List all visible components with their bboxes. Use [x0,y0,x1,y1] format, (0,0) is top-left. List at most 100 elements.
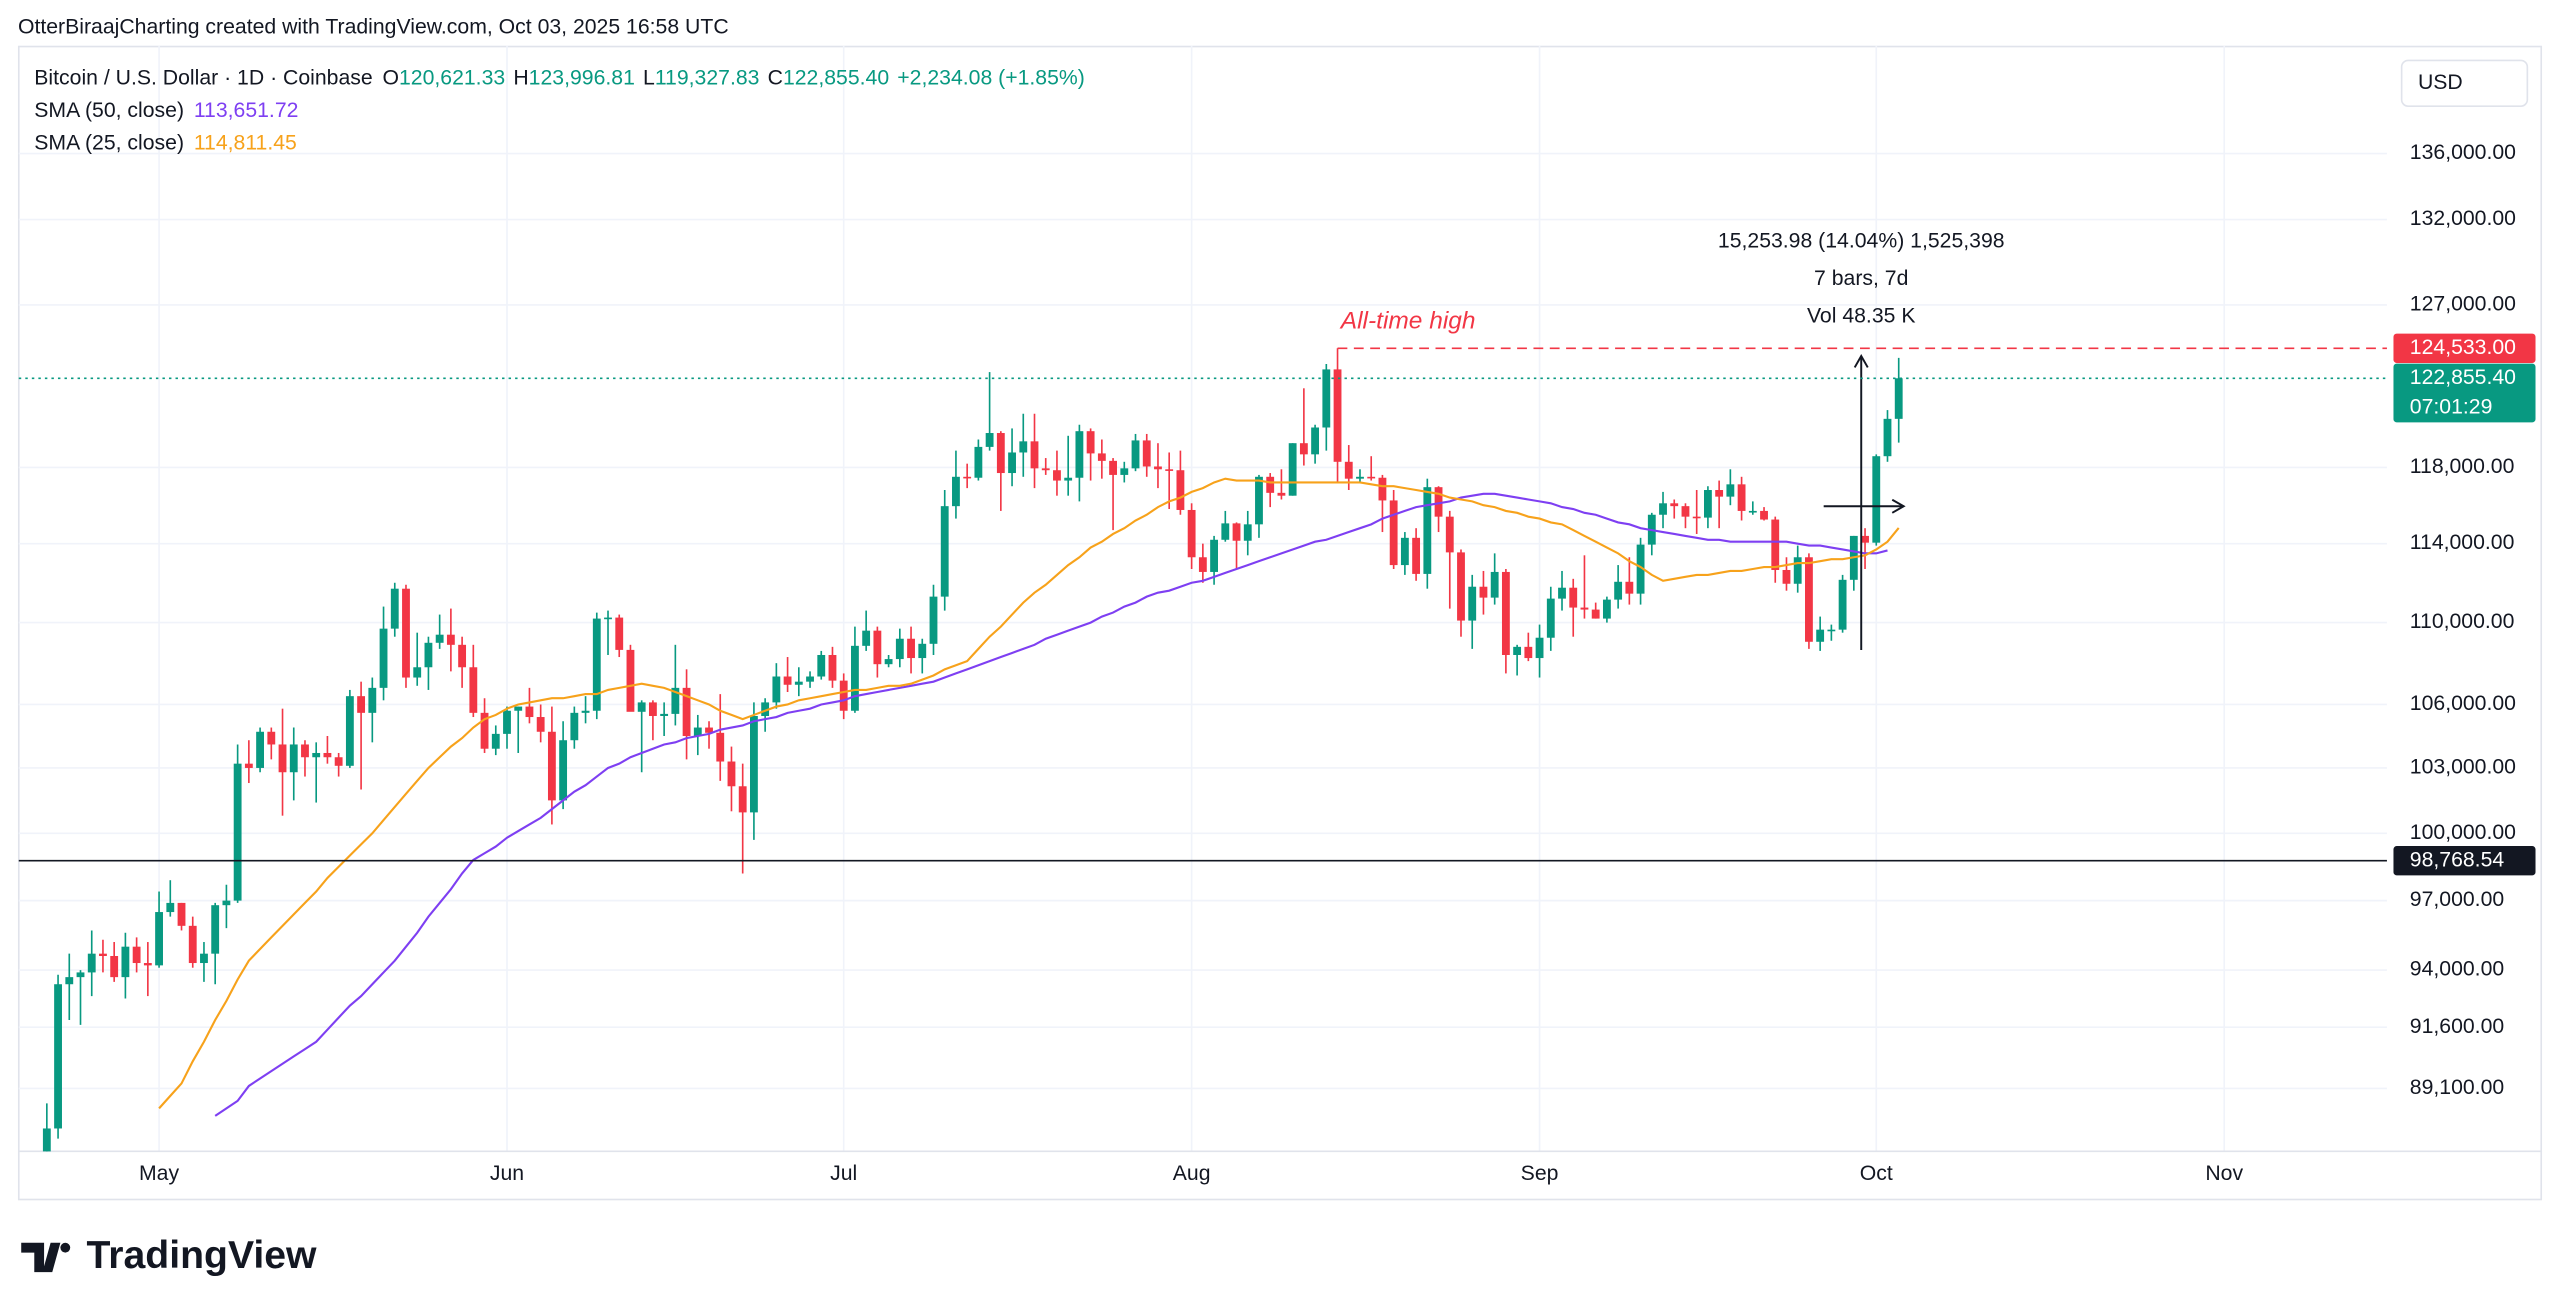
series-name: SMA (25, close) [34,131,184,154]
candle-body [233,763,242,901]
candle-body [637,702,646,712]
candle-body [828,654,837,681]
candle-body [1692,516,1701,519]
sma-line [214,492,1888,1117]
candle-body [547,731,556,801]
candle-body [1715,490,1724,497]
ohlc-key: H [513,66,528,89]
ohlc-key: O [382,66,399,89]
candle-body [907,638,915,659]
candle-body [1726,484,1735,497]
candle-body [121,946,130,978]
candle-body [1580,607,1589,610]
candle-body [424,642,433,668]
candle-body [1367,476,1376,479]
candle-body [155,912,163,966]
measure-text: 15,253.98 (14.04%) 1,525,398 [1718,229,2005,252]
candle-body [503,710,511,734]
candle-body [1602,599,1611,619]
candle-body [1760,510,1768,520]
sma-line [158,477,1900,1110]
candle-body [1356,476,1364,479]
candle-body [772,676,781,703]
candle-body [873,630,882,665]
candle-body [368,687,377,713]
candle-body [1558,587,1566,599]
candle-body [1894,378,1903,419]
price-badge [2393,363,2536,423]
candle-body [783,676,792,685]
candle-body [435,634,444,643]
candle-body [570,712,579,741]
series-legend: SMA (50, close) 113,651.72 [34,99,298,122]
candle-body [188,925,197,964]
candle-body [357,696,366,713]
candle-body [446,634,455,645]
candle-body [705,727,713,733]
candle-body [1266,476,1275,493]
candle-body [1479,586,1488,598]
candle-body [345,696,354,766]
candle-body [1333,369,1342,462]
candle-body [1344,461,1353,479]
candle-body [1771,519,1780,570]
price-badge [2393,333,2536,363]
candle-body [1805,557,1813,642]
series-value: 113,651.72 [194,99,299,122]
candle-body [1748,510,1757,513]
candle-body [1378,477,1387,501]
candle-body [952,476,960,507]
candle-body [682,687,691,736]
x-tick-label: May [139,1162,179,1185]
series-name: SMA (50, close) [34,99,184,122]
candle-body [334,757,343,766]
header: OtterBiraajCharting created with Trading… [18,15,729,38]
candle-body [940,506,949,597]
currency-box[interactable] [2400,59,2529,107]
y-tick-label: 97,000.00 [2410,888,2504,911]
candle-body [806,676,814,682]
ohlc-value: 123,996.81 [529,66,635,89]
candle-body [581,710,590,713]
candle-body [200,953,208,964]
grid [18,45,2387,1152]
candle-body [1703,490,1712,518]
currency-label[interactable]: USD [2418,71,2463,94]
currency-button[interactable]: USD [2400,59,2529,107]
candle-body [1288,443,1297,496]
candle-body [87,953,96,973]
ohlc-key: L [643,66,655,89]
y-tick-label: 136,000.00 [2410,141,2516,164]
candle-body [1243,524,1252,541]
x-tick-label: Aug [1173,1162,1211,1185]
candle-body [1659,503,1667,515]
candle-body [996,433,1005,474]
candle-body [1524,646,1533,659]
candle-body [1872,456,1881,543]
x-tick-label: Nov [2205,1162,2243,1185]
candle-body [1423,487,1432,574]
price-badge-label: 122,855.40 [2410,366,2516,389]
candle-body [413,667,422,678]
candle-body [312,752,321,758]
candle-body [604,617,612,620]
candle-body [1232,523,1241,541]
candle-body [301,744,309,758]
candle-body [1670,503,1679,507]
candle-body [1838,579,1847,630]
candle-body [1075,431,1084,478]
candle-body [1827,629,1836,632]
measure-text: 7 bars, 7d [1814,267,1908,290]
candle-body [615,617,624,650]
candle-body [143,963,152,966]
candle-body [1187,509,1196,558]
logo-text: TradingView [87,1234,318,1277]
candle-body [839,680,848,711]
candle-body [65,977,74,985]
candle-body [1255,476,1263,525]
ohlc-value: 122,855.40 [783,66,889,89]
candle-body [469,667,478,713]
logo-dot [60,1242,71,1253]
candle-body [1883,418,1892,457]
candle-body [1053,470,1061,481]
